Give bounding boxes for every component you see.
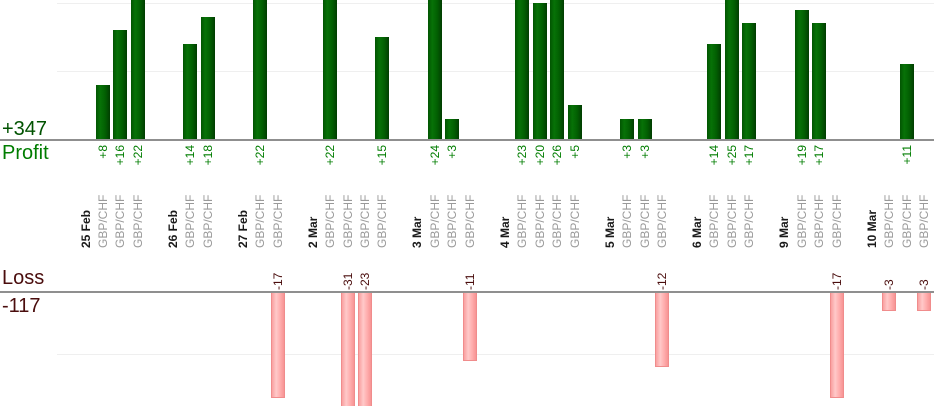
profit-gridline-10 [57, 71, 934, 72]
x-axis-date-label: 4 Mar [497, 216, 512, 248]
profit-bar [96, 85, 110, 139]
loss-value-label: -12 [655, 272, 669, 290]
x-axis-date-label: 10 Mar [864, 209, 879, 248]
loss-total: -117 [2, 295, 41, 317]
profit-value-label: +14 [707, 145, 722, 166]
profit-value-label: +14 [183, 145, 198, 166]
profit-bar [795, 10, 809, 139]
profit-value-label: +16 [113, 145, 128, 166]
profit-bar [550, 0, 564, 139]
profit-value-label: +11 [899, 145, 914, 165]
profit-value-label: +24 [427, 145, 442, 166]
profit-bar [428, 0, 442, 139]
profit-axis-label: Profit [2, 142, 49, 164]
loss-value-label: -11 [462, 273, 477, 290]
x-axis-date-label: 25 Feb [78, 209, 93, 248]
profit-bar [515, 0, 529, 139]
profit-bar [445, 119, 459, 139]
profit-value-label: +8 [95, 145, 110, 159]
profit-bar [568, 105, 582, 139]
loss-bar [655, 293, 669, 367]
profit-value-label: +17 [742, 145, 757, 166]
loss-bar [830, 293, 844, 398]
loss-value-label: -23 [358, 272, 373, 290]
x-axis-symbol-label: GBP/CHF [917, 194, 932, 248]
x-axis-symbol-label: GBP/CHF [340, 194, 355, 248]
profit-value-label: +19 [794, 145, 809, 166]
profit-bar [707, 44, 721, 139]
profit-value-label: +3 [637, 145, 652, 159]
loss-bar [271, 293, 285, 398]
x-axis-date-label: 9 Mar [777, 216, 792, 248]
profit-value-label: +23 [515, 145, 530, 166]
x-axis-date-label: 5 Mar [602, 216, 617, 248]
loss-value-label: -3 [882, 279, 897, 290]
profit-bar [533, 3, 547, 139]
profit-bar [253, 0, 267, 139]
profit-bar [183, 44, 197, 139]
x-axis-symbol-label: GBP/CHF [270, 194, 285, 248]
loss-plot-area [0, 293, 934, 406]
profit-value-label: +3 [445, 145, 460, 159]
x-axis-symbol-label: GBP/CHF [882, 194, 897, 248]
profit-value-label: +5 [567, 145, 582, 159]
profit-bar [113, 30, 127, 139]
profit-bar [375, 37, 389, 139]
loss-axis-label: Loss [2, 267, 45, 289]
profit-value-label: +18 [200, 145, 215, 166]
loss-gridline-10 [57, 354, 934, 355]
loss-bar [358, 293, 372, 406]
x-axis-date-label: 2 Mar [305, 216, 320, 248]
x-axis-date-label: 26 Feb [165, 209, 180, 248]
profit-bar [201, 17, 215, 139]
loss-value-label: -3 [917, 279, 932, 290]
loss-value-label: -31 [340, 272, 355, 290]
profit-plot-area [0, 0, 934, 139]
loss-bar [882, 293, 896, 311]
profit-bar [742, 23, 756, 139]
profit-axis-line [0, 139, 934, 141]
profit-gridline-20 [57, 3, 934, 4]
x-axis-symbol-label: GBP/CHF [462, 194, 477, 248]
loss-bar [463, 293, 477, 361]
loss-axis-line [0, 291, 934, 293]
profit-total: +347 [2, 118, 48, 140]
profit-bar [900, 64, 914, 139]
x-axis-date-label: 6 Mar [689, 216, 704, 248]
x-axis-date-label: 3 Mar [410, 216, 425, 248]
profit-bar [131, 0, 145, 139]
x-axis-symbol-label: GBP/CHF [655, 194, 669, 248]
loss-bar [917, 293, 931, 311]
loss-bar [341, 293, 355, 406]
profit-bar [638, 119, 652, 139]
loss-value-label: -17 [270, 272, 285, 290]
profit-value-label: +22 [253, 145, 268, 166]
profit-bar [323, 0, 337, 139]
profit-value-label: +22 [130, 145, 145, 166]
profit-value-label: +17 [812, 145, 827, 166]
profit-value-label: +15 [375, 145, 390, 166]
x-axis-symbol-label: GBP/CHF [358, 194, 373, 248]
x-axis-date-label: 27 Feb [235, 209, 250, 248]
profit-bar [620, 119, 634, 139]
profit-value-label: +26 [550, 145, 565, 166]
profit-bar [812, 23, 826, 139]
profit-value-label: +20 [532, 145, 547, 166]
profit-bar [725, 0, 739, 139]
profit-value-label: +25 [724, 145, 739, 166]
profit-value-label: +3 [620, 145, 635, 159]
loss-value-label: -17 [829, 272, 844, 290]
profit-value-label: +22 [323, 145, 338, 166]
x-axis-symbol-label: GBP/CHF [829, 194, 844, 248]
